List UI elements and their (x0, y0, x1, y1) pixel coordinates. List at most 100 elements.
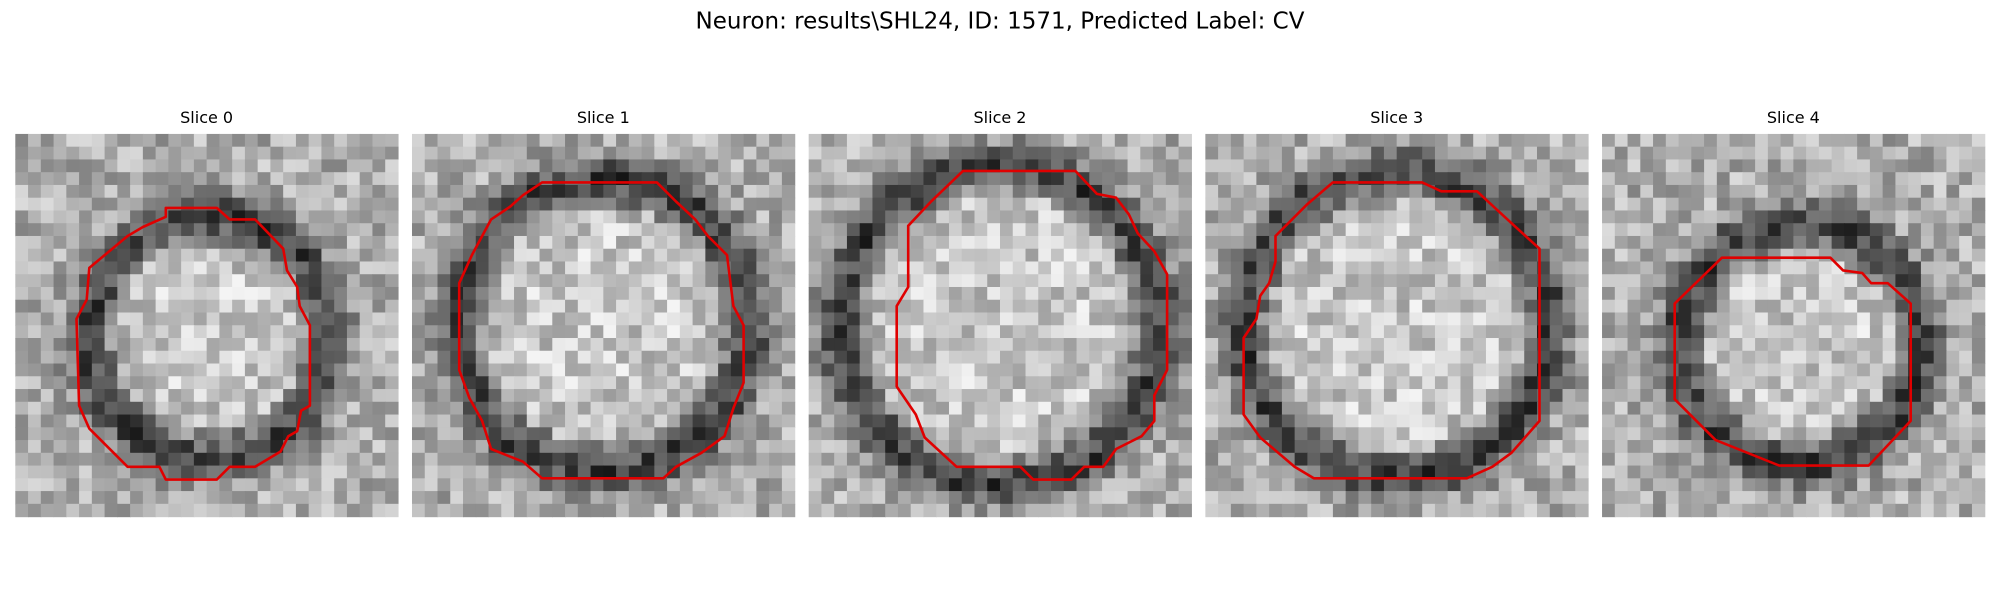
pixel (1895, 363, 1909, 377)
pixel (117, 376, 131, 390)
pixel (1422, 440, 1436, 454)
pixel (1281, 427, 1296, 441)
pixel (1269, 427, 1283, 441)
pixel (104, 274, 118, 288)
pixel (1447, 414, 1462, 428)
pixel (590, 376, 604, 390)
pixel (1498, 159, 1513, 173)
slice-panel: Slice 1 (411, 108, 796, 518)
pixel (79, 350, 93, 365)
pixel (372, 172, 386, 186)
pixel (1640, 491, 1654, 505)
pixel (1640, 389, 1654, 403)
pixel (1358, 133, 1372, 148)
pixel (219, 389, 233, 403)
pixel (1678, 363, 1692, 377)
pixel (526, 286, 541, 301)
pixel (15, 338, 29, 352)
pixel (257, 325, 272, 339)
pixel (1383, 261, 1398, 275)
pixel (730, 184, 745, 199)
pixel (1857, 299, 1871, 314)
pixel (539, 491, 553, 505)
pixel (1933, 146, 1948, 161)
pixel (79, 197, 93, 212)
pixel (1089, 133, 1103, 148)
pixel (987, 248, 1001, 263)
pixel (961, 376, 976, 390)
pixel (718, 503, 732, 518)
pixel (679, 350, 694, 365)
pixel (1882, 465, 1897, 479)
pixel (1869, 146, 1884, 161)
pixel (1920, 389, 1935, 403)
pixel (834, 248, 848, 263)
pixel (821, 478, 835, 492)
pixel (168, 325, 182, 339)
pixel (679, 389, 694, 403)
pixel (130, 197, 144, 212)
pixel (1716, 452, 1731, 467)
pixel (1358, 350, 1372, 365)
pixel (1383, 210, 1398, 224)
pixel (1831, 440, 1845, 454)
pixel (539, 350, 553, 365)
pixel (1460, 325, 1474, 339)
pixel (756, 172, 770, 186)
pixel (1473, 363, 1487, 377)
pixel (1793, 325, 1807, 339)
pixel (616, 440, 630, 454)
pixel (526, 452, 541, 467)
pixel (1806, 274, 1820, 288)
pixel (411, 427, 426, 441)
pixel (1127, 159, 1141, 173)
pixel (1012, 478, 1027, 492)
pixel (1089, 286, 1103, 301)
pixel (1127, 184, 1141, 199)
pixel (1243, 172, 1257, 186)
pixel (1396, 312, 1411, 326)
pixel (193, 210, 208, 224)
pixel (1396, 146, 1411, 161)
pixel (28, 197, 42, 212)
pixel (372, 389, 386, 403)
pixel (1178, 491, 1192, 505)
pixel (283, 172, 297, 186)
pixel (743, 274, 757, 288)
pixel (270, 312, 284, 326)
pixel (1704, 350, 1718, 365)
pixel (308, 172, 323, 186)
pixel (1716, 338, 1731, 352)
pixel (475, 338, 490, 352)
pixel (206, 389, 220, 403)
pixel (1844, 452, 1858, 467)
pixel (1473, 427, 1487, 441)
pixel (654, 312, 668, 326)
pixel (1691, 325, 1705, 339)
pixel (321, 184, 335, 199)
pixel (769, 440, 783, 454)
pixel (628, 465, 643, 479)
pixel (155, 363, 169, 377)
pixel (1473, 338, 1487, 352)
pixel (1755, 389, 1769, 403)
pixel (1012, 159, 1027, 173)
slice-panel: Slice 4 (1602, 108, 1986, 518)
pixel (437, 274, 451, 288)
pixel (565, 146, 579, 161)
pixel (1920, 427, 1935, 441)
pixel (1178, 261, 1192, 275)
pixel (244, 223, 259, 237)
pixel (1000, 389, 1014, 403)
pixel (987, 491, 1001, 505)
pixel (1895, 248, 1909, 263)
pixel (705, 491, 719, 505)
pixel (1473, 159, 1487, 173)
pixel (910, 223, 925, 237)
pixel (577, 274, 592, 288)
pixel (1627, 389, 1641, 403)
pixel (987, 414, 1001, 428)
pixel (475, 248, 490, 263)
pixel (808, 325, 823, 339)
pixel (1614, 210, 1629, 224)
